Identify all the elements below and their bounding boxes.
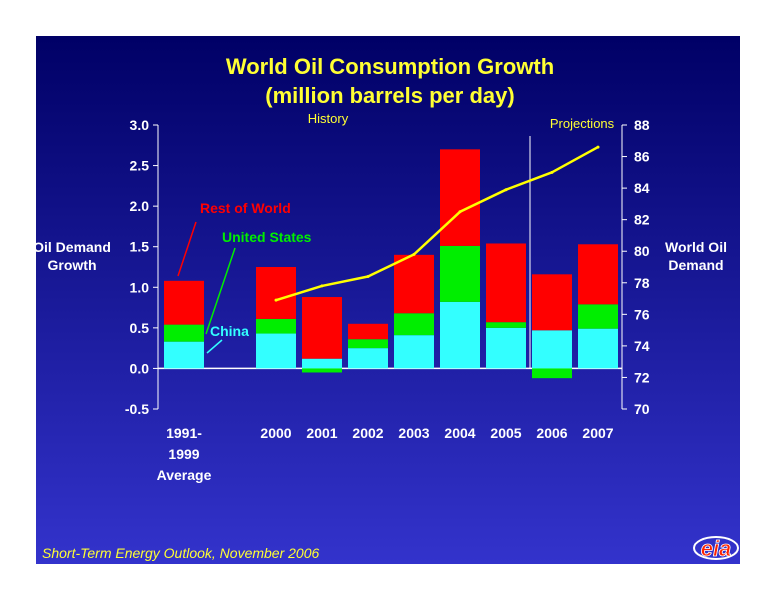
- chart-subtitle: (million barrels per day): [265, 83, 514, 108]
- x-tick-label: 1999: [168, 446, 199, 462]
- bar-united-states-2002: [348, 339, 388, 349]
- x-tick-label: 2004: [444, 425, 475, 441]
- bar-china-2001: [302, 358, 342, 369]
- y2-tick-label: 78: [634, 275, 650, 291]
- y2-tick-label: 84: [634, 180, 650, 196]
- y-tick-label: 1.0: [130, 279, 150, 295]
- source-note: Short-Term Energy Outlook, November 2006: [42, 545, 319, 561]
- chart-background: [36, 36, 740, 564]
- legend-label-united-states: United States: [222, 229, 312, 245]
- y2-tick-label: 76: [634, 306, 650, 322]
- demand-point-2007: [596, 145, 600, 149]
- bar-rest-of-world-2003: [394, 254, 434, 314]
- eia-logo: eia: [693, 536, 739, 561]
- x-tick-label: 2002: [352, 425, 383, 441]
- demand-point-2004: [458, 210, 462, 214]
- y2-tick-label: 70: [634, 401, 650, 417]
- legend-label-china: China: [210, 323, 249, 339]
- bar-united-states-2004: [440, 245, 480, 302]
- y-axis-label-line2: Growth: [48, 257, 97, 273]
- chart-title: World Oil Consumption Growth: [226, 54, 554, 79]
- bar-rest-of-world-2002: [348, 323, 388, 340]
- world-oil-demand-line: [275, 145, 599, 302]
- bar-china-2002: [348, 348, 388, 369]
- x-tick-label: Average: [157, 467, 212, 483]
- bar-united-states-1991-1999average: [164, 324, 204, 342]
- x-tick-label: 2000: [260, 425, 291, 441]
- demand-point-2005: [504, 188, 508, 192]
- eia-logo-text: eia: [701, 536, 732, 561]
- y-tick-label: 3.0: [130, 117, 150, 133]
- y2-tick-label: 82: [634, 212, 650, 228]
- history-annotation: History: [308, 111, 349, 126]
- y2-axis-label-line1: World Oil: [665, 239, 727, 255]
- y-tick-label: 0.5: [130, 320, 150, 336]
- bar-china-2000: [256, 333, 296, 369]
- bar-china-2004: [440, 301, 480, 369]
- demand-point-2002: [366, 274, 370, 278]
- bar-rest-of-world-2000: [256, 267, 296, 319]
- bar-united-states-2005: [486, 322, 526, 328]
- bar-china-2007: [578, 328, 618, 369]
- x-tick-label: 2006: [536, 425, 567, 441]
- y2-axis-label-line2: Demand: [668, 257, 723, 273]
- pointer-china: [206, 339, 223, 354]
- y-tick-label: 0.0: [130, 360, 150, 376]
- legend-label-rest-of-world: Rest of World: [200, 200, 291, 216]
- x-tick-label: 2001: [306, 425, 337, 441]
- bar-china-1991-1999average: [164, 341, 204, 369]
- chart: World Oil Consumption Growth (million ba…: [36, 36, 740, 564]
- y-tick-label: 2.5: [130, 158, 150, 174]
- bar-united-states-2003: [394, 313, 434, 336]
- bar-united-states-2007: [578, 304, 618, 329]
- demand-line: [274, 145, 600, 302]
- pointer-rest-of-world: [177, 221, 197, 277]
- y2-tick-label: 80: [634, 243, 650, 259]
- demand-point-2000: [274, 298, 278, 302]
- x-tick-label: 2003: [398, 425, 429, 441]
- x-tick-label: 1991-: [166, 425, 202, 441]
- bar-rest-of-world-1991-1999average: [164, 280, 204, 325]
- projections-annotation: Projections: [550, 116, 615, 131]
- bar-china-2003: [394, 335, 434, 369]
- bar-rest-of-world-2004: [440, 149, 480, 246]
- bar-united-states-2000: [256, 318, 296, 334]
- tick-labels: 3.0 2.5 2.0 1.5 1.0 0.5 0.0 -0.5 88 86 84 82 80 78 76 7…: [125, 117, 650, 483]
- y-tick-label: 1.5: [130, 239, 150, 255]
- bar-united-states-2006: [532, 368, 572, 379]
- bar-china-2006: [532, 330, 572, 369]
- x-tick-label: 2007: [582, 425, 613, 441]
- bar-rest-of-world-2001: [302, 297, 342, 359]
- bars: [164, 149, 618, 379]
- bar-united-states-2001: [302, 368, 342, 373]
- bar-rest-of-world-2005: [486, 243, 526, 323]
- bar-rest-of-world-2006: [532, 274, 572, 331]
- y2-tick-label: 74: [634, 338, 650, 354]
- demand-point-2003: [412, 252, 416, 256]
- y2-tick-label: 88: [634, 117, 650, 133]
- y-axis-label-line1: Oil Demand: [36, 239, 111, 255]
- bar-rest-of-world-2007: [578, 244, 618, 305]
- pointer-united-states: [205, 247, 236, 335]
- bar-china-2005: [486, 327, 526, 369]
- y2-tick-label: 86: [634, 149, 650, 165]
- y-tick-label: 2.0: [130, 198, 150, 214]
- demand-point-2006: [550, 170, 554, 174]
- demand-point-2001: [320, 284, 324, 288]
- x-tick-label: 2005: [490, 425, 521, 441]
- chart-slide: World Oil Consumption Growth (million ba…: [36, 36, 740, 564]
- y-tick-label: -0.5: [125, 401, 149, 417]
- y2-tick-label: 72: [634, 369, 650, 385]
